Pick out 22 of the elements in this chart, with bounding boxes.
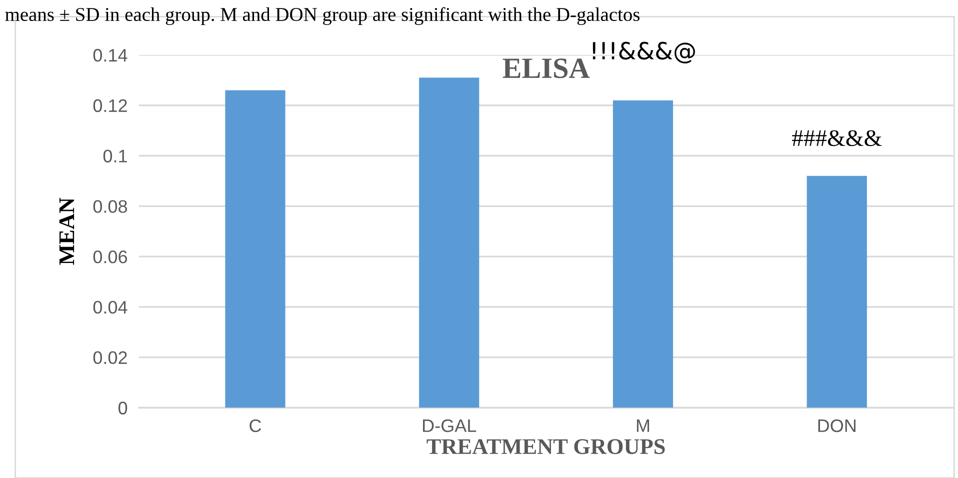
x-axis-title: TREATMENT GROUPS	[426, 439, 665, 454]
chart-title: ELISA	[502, 58, 590, 78]
y-tick-label: 0.14	[93, 48, 128, 62]
annotation: !!!&&&@	[592, 42, 695, 64]
annotation: ###&&&	[792, 130, 882, 146]
y-tick-label: 0.02	[93, 351, 127, 364]
y-tick-label: 0	[118, 402, 128, 414]
bar	[225, 90, 286, 408]
x-tick-label: D-GAL	[423, 419, 476, 432]
y-tick-label: 0.06	[93, 250, 128, 264]
y-tick-label: 0.08	[93, 200, 128, 213]
y-tick-label: 0.12	[93, 99, 127, 112]
x-tick-label: C	[250, 419, 262, 432]
y-tick-label: 0.1	[103, 150, 127, 162]
x-tick-label: DON	[818, 419, 856, 432]
bar	[806, 176, 867, 408]
y-axis-title: MEAN	[59, 198, 74, 265]
bar	[419, 78, 480, 408]
x-tick-label: M	[636, 420, 650, 432]
bar	[612, 100, 674, 408]
y-tick-label: 0.04	[93, 300, 128, 314]
text: means ± SD in each group. M and DON group are significant with the D-galactos	[5, 7, 640, 26]
